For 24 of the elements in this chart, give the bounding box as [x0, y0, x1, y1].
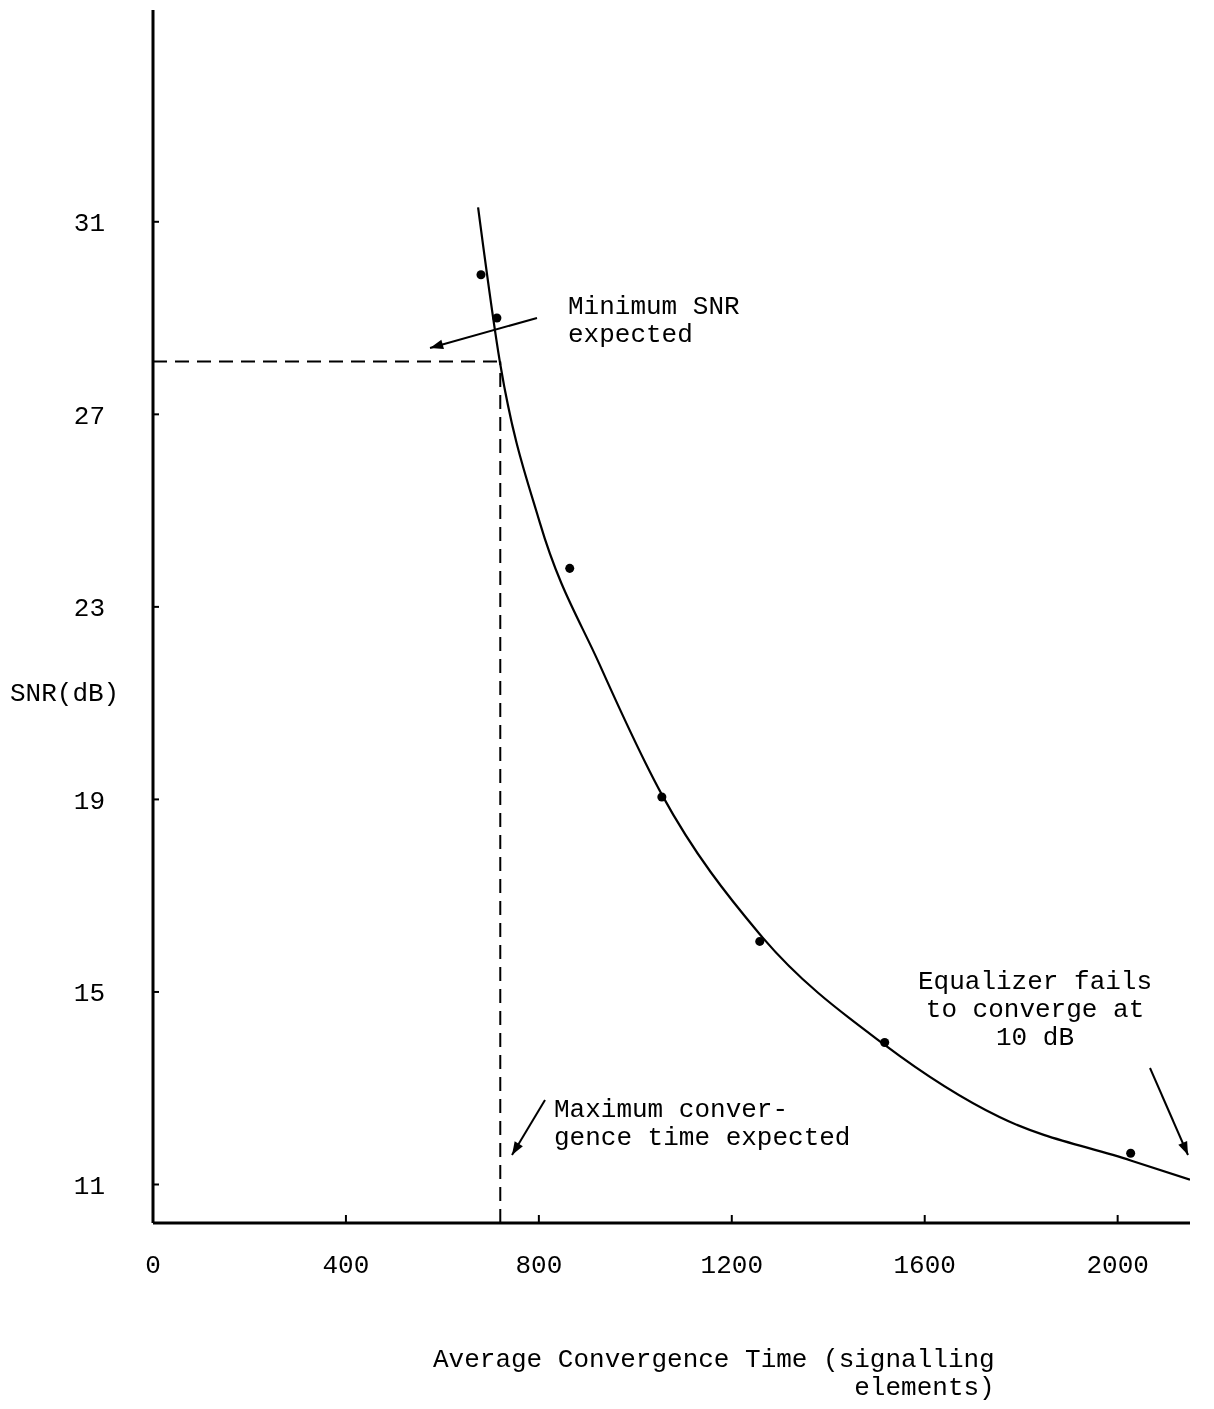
annotation: Equalizer fails to converge at 10 dB: [918, 967, 1153, 1053]
y-tick-label: 19: [73, 786, 105, 817]
point: [476, 270, 486, 280]
point: [565, 563, 575, 573]
y-tick-label: 11: [73, 1171, 105, 1202]
annotation: Minimum SNR expected: [568, 292, 740, 350]
x-tick-label: 2000: [1086, 1251, 1149, 1282]
x-tick-label: 400: [322, 1251, 370, 1282]
y-axis-title: SNR(dB): [10, 679, 120, 709]
point: [880, 1037, 890, 1047]
point: [1126, 1148, 1136, 1158]
y-tick-label: 15: [73, 979, 105, 1010]
y-tick-label: 31: [73, 209, 105, 240]
point: [755, 936, 765, 946]
point: [492, 313, 502, 323]
x-tick-label: 1600: [893, 1251, 956, 1282]
annotation: Maximum conver- gence time expected: [554, 1095, 851, 1153]
point: [657, 792, 667, 802]
x-axis-title: Average Convergence Time (signalling elements): [433, 1345, 995, 1403]
x-tick-label: 800: [515, 1251, 563, 1282]
x-tick-label: 0: [145, 1251, 161, 1282]
x-tick-label: 1200: [700, 1251, 763, 1282]
y-tick-label: 27: [73, 401, 105, 432]
y-tick-label: 23: [73, 594, 105, 625]
